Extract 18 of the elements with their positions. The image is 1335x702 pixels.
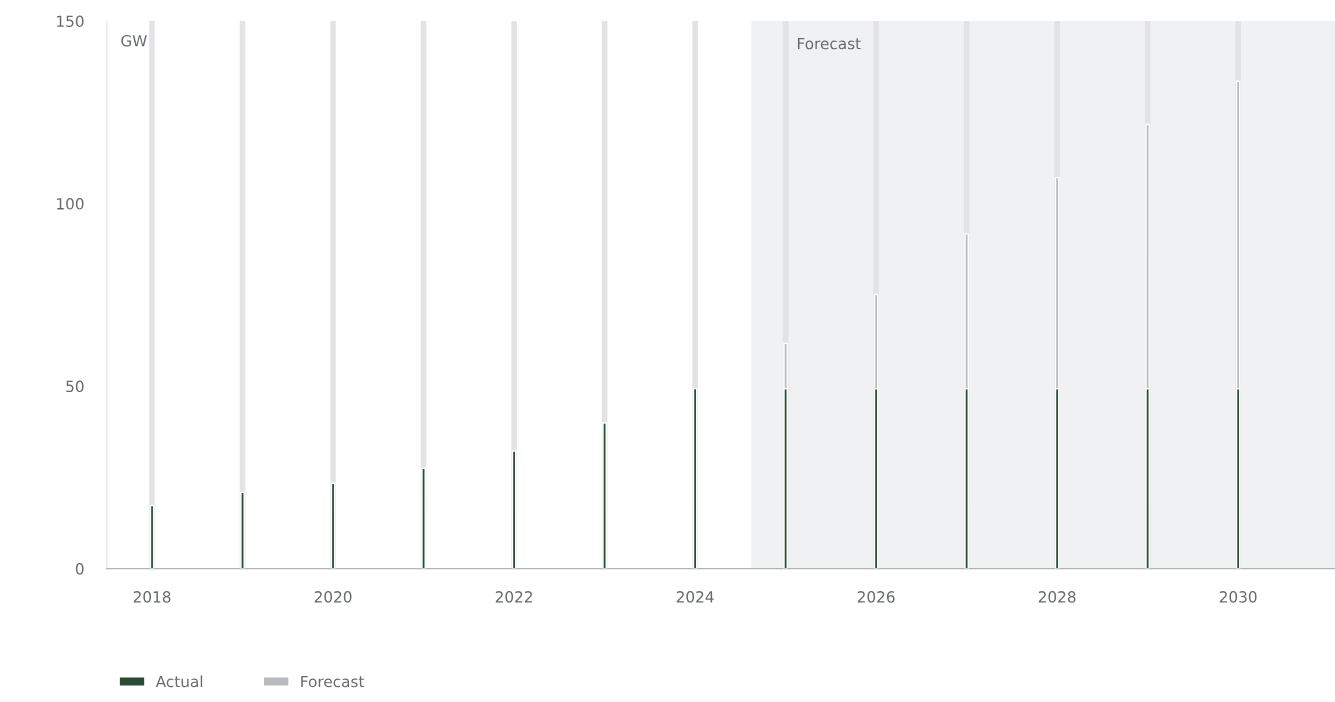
bar [421, 467, 426, 569]
y-axis-title: GW [121, 35, 147, 47]
x-tick-label: 2024 [676, 591, 714, 603]
y-tick-label: 50 [66, 380, 84, 393]
band-label: Forecast [797, 37, 861, 50]
x-tick-label: 2022 [495, 591, 532, 603]
y-tick-label: 150 [57, 15, 84, 28]
legend-label: Actual [155, 675, 203, 688]
y-tick-label: 100 [57, 198, 84, 210]
x-tick-label: 2028 [1038, 591, 1076, 603]
legend-label: Forecast [301, 675, 365, 688]
x-tick-label: 2026 [857, 591, 895, 603]
bar [240, 491, 245, 569]
x-tick-label: 2018 [133, 591, 171, 603]
y-tick-label: 0 [75, 563, 84, 575]
bar [602, 422, 607, 569]
x-tick-label: 2020 [314, 591, 352, 603]
x-tick-label: 2030 [1219, 591, 1257, 603]
